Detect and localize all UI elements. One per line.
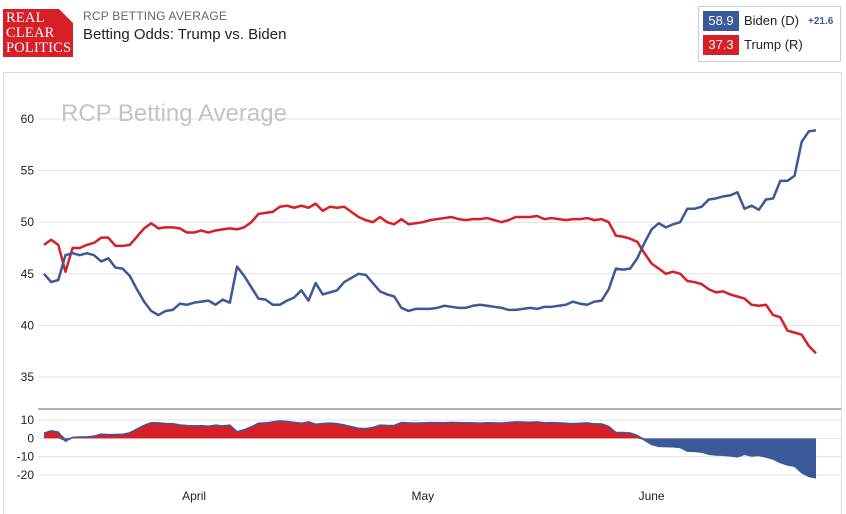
logo-corner: [59, 9, 73, 23]
chart-container: RCP Betting Average 60 55 50 45 40 35 10 0 -10 -…: [3, 72, 842, 514]
legend: 58.9 Biden (D) +21.6 37.3 Trump (R): [698, 6, 841, 62]
series-lines: [43, 129, 817, 355]
legend-value-biden: 58.9: [703, 11, 739, 31]
logo-line-1: REAL: [6, 10, 45, 26]
spread-area-trump: [44, 420, 816, 439]
series-line-biden[interactable]: [43, 129, 817, 317]
series-line-trump[interactable]: [43, 202, 817, 355]
main-gridlines: [38, 118, 841, 378]
spread-y-axis: 10 0 -10 -20: [17, 413, 35, 482]
y-tick-60: 60: [21, 112, 35, 126]
spread-y-tick--10: -10: [17, 450, 35, 464]
y-tick-45: 45: [21, 267, 35, 281]
legend-label-trump: Trump (R): [744, 37, 803, 52]
header: REAL CLEAR POLITICS RCP BETTING AVERAGE …: [0, 0, 846, 72]
logo-line-3: POLITICS: [6, 40, 72, 56]
spread-y-tick-0: 0: [27, 431, 34, 445]
x-tick-may: May: [412, 489, 435, 503]
chart-watermark: RCP Betting Average: [61, 100, 287, 127]
y-tick-35: 35: [21, 370, 35, 384]
logo-line-2: CLEAR: [6, 25, 55, 41]
spread-line: [43, 420, 817, 479]
y-tick-50: 50: [21, 215, 35, 229]
spread-area-biden: [44, 438, 816, 478]
chart-title: Betting Odds: Trump vs. Biden: [83, 26, 287, 43]
main-y-axis: 60 55 50 45 40 35: [21, 112, 35, 384]
x-axis: April May June: [182, 489, 665, 503]
spread-area: [43, 420, 817, 479]
legend-spread: +21.6: [808, 16, 834, 27]
x-tick-april: April: [182, 489, 206, 503]
spread-y-tick--20: -20: [17, 468, 35, 482]
y-tick-55: 55: [21, 164, 35, 178]
spread-y-tick-10: 10: [21, 413, 35, 427]
rcp-logo[interactable]: REAL CLEAR POLITICS: [3, 9, 73, 57]
legend-value-trump: 37.3: [703, 35, 739, 55]
y-tick-40: 40: [21, 318, 35, 332]
x-tick-june: June: [639, 489, 665, 503]
legend-label-biden: Biden (D): [744, 13, 799, 28]
chart-subtitle: RCP BETTING AVERAGE: [83, 9, 228, 23]
betting-chart: RCP Betting Average 60 55 50 45 40 35 10 0 -10 -…: [17, 100, 841, 503]
